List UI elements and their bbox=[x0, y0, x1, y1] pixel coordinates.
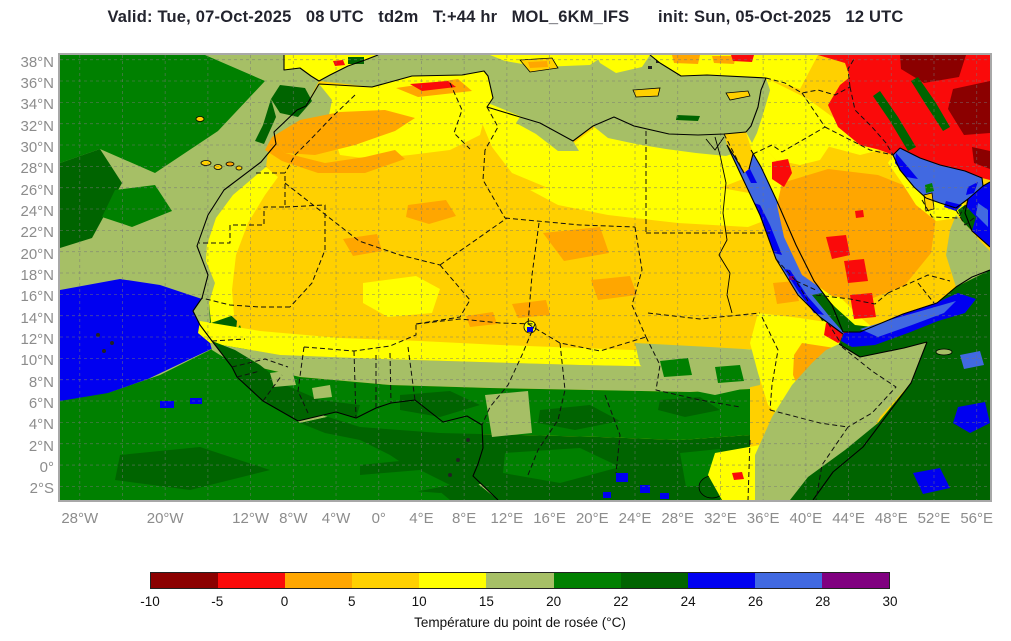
map-canvas bbox=[58, 53, 992, 502]
lon-axis-label: 40°E bbox=[789, 510, 823, 527]
lon-axis-label: 20°W bbox=[146, 510, 184, 527]
lon-axis-label: 4°E bbox=[409, 510, 434, 527]
lat-axis-label: 6°N bbox=[28, 395, 54, 413]
lon-axis-label: 52°E bbox=[917, 510, 951, 527]
lon-axis-label: 12°E bbox=[490, 510, 524, 527]
lat-axis-label: 36°N bbox=[20, 75, 54, 93]
lon-axis-label: 24°E bbox=[618, 510, 652, 527]
colorbar-tick-label: 15 bbox=[478, 594, 494, 609]
lat-axis-label: 18°N bbox=[20, 267, 54, 285]
colorbar-tick-label: 20 bbox=[546, 594, 562, 609]
graticule bbox=[60, 55, 990, 500]
colorbar-segment bbox=[687, 573, 755, 588]
colorbar-segment bbox=[151, 573, 219, 588]
lon-axis-label: 8°W bbox=[279, 510, 308, 527]
colorbar-segment bbox=[821, 573, 890, 588]
lat-axis-label: 4°N bbox=[28, 416, 54, 434]
colorbar-tick-label: -5 bbox=[211, 594, 224, 609]
lat-axis-label: 8°N bbox=[28, 373, 54, 391]
colorbar-tick-label: 22 bbox=[613, 594, 629, 609]
colorbar-segment bbox=[553, 573, 621, 588]
lon-axis-label: 4°W bbox=[321, 510, 351, 527]
lat-axis-label: 2°N bbox=[28, 437, 54, 455]
lat-axis-label: 12°N bbox=[20, 331, 54, 349]
lon-axis-label: 28°W bbox=[61, 510, 99, 527]
colorbar-tick-label: 26 bbox=[747, 594, 763, 609]
lat-axis-label: 10°N bbox=[20, 352, 54, 370]
colorbar-tick-label: 24 bbox=[680, 594, 696, 609]
colorbar-segment bbox=[486, 573, 554, 588]
colorbar-segment bbox=[218, 573, 286, 588]
lat-axis-label: 20°N bbox=[20, 245, 54, 263]
dewpoint-map-svg bbox=[60, 55, 990, 500]
colorbar-segment bbox=[754, 573, 822, 588]
colorbar-tick-label: 0 bbox=[280, 594, 289, 609]
lon-axis-label: 8°E bbox=[451, 510, 477, 527]
lon-axis-label: 36°E bbox=[746, 510, 780, 527]
lon-axis-label: 56°E bbox=[960, 510, 994, 527]
lat-axis-label: 38°N bbox=[20, 53, 54, 71]
lat-axis-label: 2°S bbox=[29, 480, 54, 498]
colorbar-tick-label: 10 bbox=[411, 594, 427, 609]
lat-axis-label: 32°N bbox=[20, 117, 54, 135]
figure-title: Valid: Tue, 07-Oct-2025 08 UTC td2m T:+4… bbox=[107, 8, 904, 26]
lon-axis-label: 16°E bbox=[533, 510, 566, 527]
colorbar bbox=[150, 572, 890, 589]
colorbar-segment bbox=[352, 573, 420, 588]
lon-axis-label: 44°E bbox=[832, 510, 865, 527]
country-borders bbox=[199, 58, 975, 500]
lat-axis-label: 26°N bbox=[20, 181, 54, 199]
colorbar-caption: Température du point de rosée (°C) bbox=[414, 615, 626, 630]
colorbar-tick-label: 28 bbox=[815, 594, 831, 609]
arabian-sea bbox=[813, 270, 990, 500]
mediterranean-sea bbox=[319, 55, 766, 141]
lon-axis-label: 28°E bbox=[661, 510, 695, 527]
colorbar-segment bbox=[419, 573, 487, 588]
lat-axis-label: 0° bbox=[39, 459, 54, 477]
colorbar-tick-label: -10 bbox=[140, 594, 160, 609]
colorbar-tick-label: 5 bbox=[348, 594, 356, 609]
lon-axis-label: 48°E bbox=[874, 510, 908, 527]
colorbar-segment bbox=[285, 573, 353, 588]
nile-river bbox=[705, 136, 733, 314]
lon-axis-label: 20°E bbox=[575, 510, 609, 527]
lon-axis-label: 32°E bbox=[704, 510, 737, 527]
lat-axis-label: 16°N bbox=[20, 288, 54, 306]
lat-axis-label: 22°N bbox=[20, 224, 54, 242]
colorbar-segment bbox=[620, 573, 688, 588]
colorbar-tick-label: 30 bbox=[882, 594, 898, 609]
lat-axis-label: 30°N bbox=[20, 139, 54, 157]
lat-axis-label: 14°N bbox=[20, 309, 54, 327]
lon-axis-label: 12°W bbox=[232, 510, 270, 527]
lat-axis-label: 34°N bbox=[20, 96, 54, 114]
lon-axis-label: 0° bbox=[371, 510, 386, 527]
lat-axis-label: 28°N bbox=[20, 160, 54, 178]
coastlines bbox=[192, 55, 990, 500]
lat-axis-label: 24°N bbox=[20, 203, 54, 221]
